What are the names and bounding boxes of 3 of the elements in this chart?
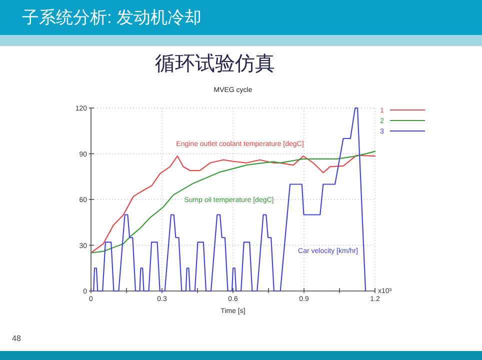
text: 48 (12, 334, 22, 343)
text: 循环试验仿真 (155, 53, 275, 75)
text: 子系统分析: 发动机冷却 (22, 8, 202, 27)
